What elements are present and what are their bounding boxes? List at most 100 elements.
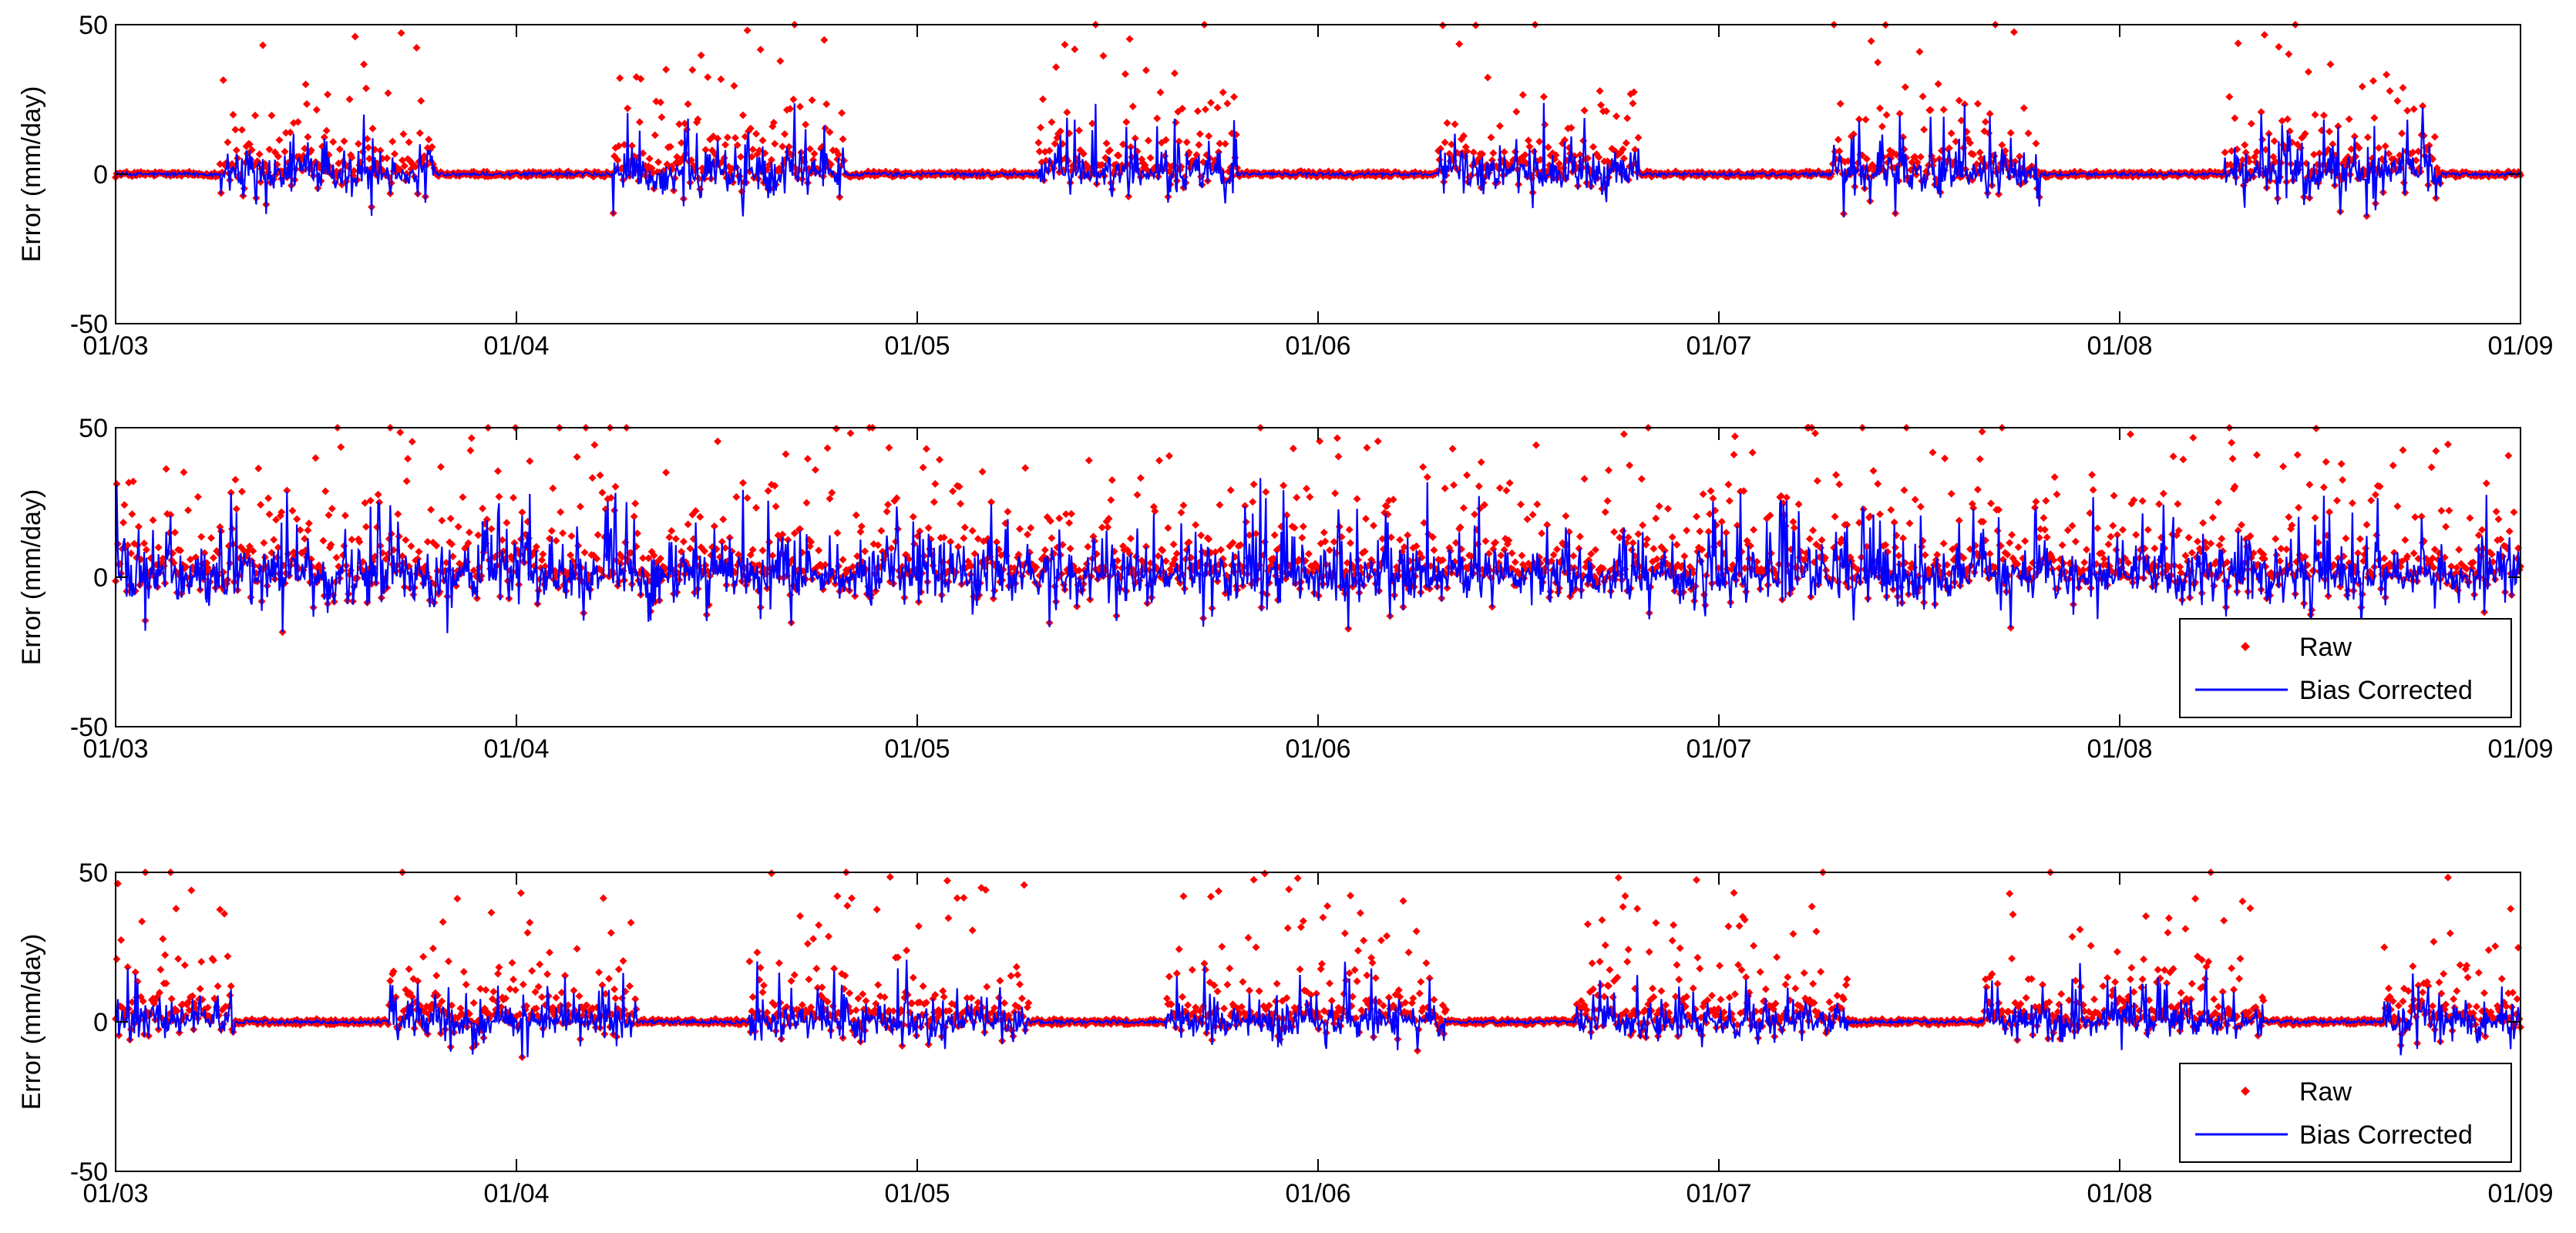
raw-point xyxy=(180,961,189,969)
raw-point xyxy=(1562,512,1570,520)
raw-point xyxy=(2218,535,2226,543)
raw-point xyxy=(2019,104,2028,113)
raw-point xyxy=(789,95,798,103)
raw-point xyxy=(1834,136,1842,144)
raw-point xyxy=(1004,508,1012,516)
raw-point xyxy=(922,445,930,453)
raw-point xyxy=(227,982,235,990)
raw-point xyxy=(2132,531,2141,539)
raw-point xyxy=(756,45,765,54)
raw-point xyxy=(1993,526,2002,535)
raw-point xyxy=(232,505,240,513)
raw-point xyxy=(1939,106,1948,114)
raw-point xyxy=(407,542,415,550)
raw-point xyxy=(399,156,406,165)
raw-point xyxy=(1104,523,1112,532)
raw-point xyxy=(688,66,697,74)
raw-point xyxy=(489,987,498,996)
raw-point xyxy=(2208,513,2217,522)
raw-point xyxy=(2024,129,2033,137)
raw-point xyxy=(573,452,581,461)
raw-point xyxy=(394,510,402,519)
raw-point xyxy=(755,146,764,155)
raw-point xyxy=(852,511,860,519)
raw-point xyxy=(1532,441,1540,449)
y-tick-label: 0 xyxy=(93,563,108,593)
raw-point xyxy=(1085,456,1093,465)
raw-point xyxy=(319,536,328,545)
raw-point xyxy=(193,492,202,501)
raw-point xyxy=(1061,40,1069,49)
raw-point xyxy=(2021,537,2030,546)
raw-point xyxy=(162,465,170,473)
raw-point xyxy=(138,917,146,926)
raw-point xyxy=(1102,139,1111,148)
raw-point xyxy=(665,533,674,542)
raw-point xyxy=(1730,432,1739,441)
raw-point xyxy=(119,519,127,527)
raw-point xyxy=(1045,146,1054,155)
raw-point xyxy=(637,75,645,83)
raw-point xyxy=(1216,501,1224,509)
x-tick-label: 01/04 xyxy=(483,734,549,764)
raw-point xyxy=(769,119,778,127)
raw-point xyxy=(2189,434,2198,442)
raw-point xyxy=(746,124,755,133)
raw-point xyxy=(1099,52,1108,60)
raw-point xyxy=(2369,76,2377,85)
raw-point xyxy=(1613,112,1620,120)
raw-point xyxy=(405,965,413,973)
raw-point xyxy=(1441,484,1449,492)
raw-point xyxy=(924,524,933,533)
raw-point xyxy=(701,146,710,154)
raw-point xyxy=(1947,129,1956,137)
raw-point xyxy=(1448,445,1457,453)
raw-point xyxy=(2358,82,2366,91)
raw-point xyxy=(301,80,310,89)
raw-point xyxy=(2437,506,2446,515)
raw-point xyxy=(438,516,446,525)
raw-point xyxy=(232,146,240,155)
raw-point xyxy=(399,129,408,138)
raw-point xyxy=(694,115,702,123)
raw-point xyxy=(802,499,811,507)
raw-point xyxy=(196,985,204,993)
raw-point xyxy=(730,82,738,90)
raw-point xyxy=(1215,148,1222,156)
raw-point xyxy=(1981,118,1989,126)
raw-point xyxy=(2427,463,2436,472)
raw-point xyxy=(1539,92,1548,101)
raw-point xyxy=(624,104,632,113)
raw-point xyxy=(288,506,297,515)
raw-point xyxy=(2234,39,2242,48)
series-raw xyxy=(112,21,2524,220)
raw-point xyxy=(509,493,517,502)
raw-point xyxy=(2169,452,2177,461)
raw-point xyxy=(2008,530,2016,539)
raw-point xyxy=(1512,107,1521,116)
raw-point xyxy=(719,515,728,523)
raw-point xyxy=(822,100,831,109)
raw-point xyxy=(1805,535,1814,543)
raw-point xyxy=(1041,546,1049,554)
raw-point xyxy=(2494,515,2503,523)
raw-point xyxy=(397,29,405,37)
raw-point xyxy=(1280,482,1288,490)
raw-point xyxy=(1650,544,1658,553)
raw-point xyxy=(1495,122,1504,130)
raw-point xyxy=(1362,515,1370,523)
raw-point xyxy=(954,543,963,551)
raw-point xyxy=(1345,526,1354,534)
raw-point xyxy=(386,976,395,985)
raw-point xyxy=(117,936,126,944)
raw-point xyxy=(2009,28,2018,36)
raw-point xyxy=(2214,498,2222,506)
raw-point xyxy=(388,137,397,146)
raw-point xyxy=(2199,519,2208,527)
raw-point xyxy=(782,450,790,459)
raw-point xyxy=(1505,479,1514,487)
raw-point xyxy=(2410,549,2418,557)
raw-point xyxy=(340,137,348,146)
raw-point xyxy=(2138,497,2147,506)
raw-point xyxy=(580,548,589,556)
